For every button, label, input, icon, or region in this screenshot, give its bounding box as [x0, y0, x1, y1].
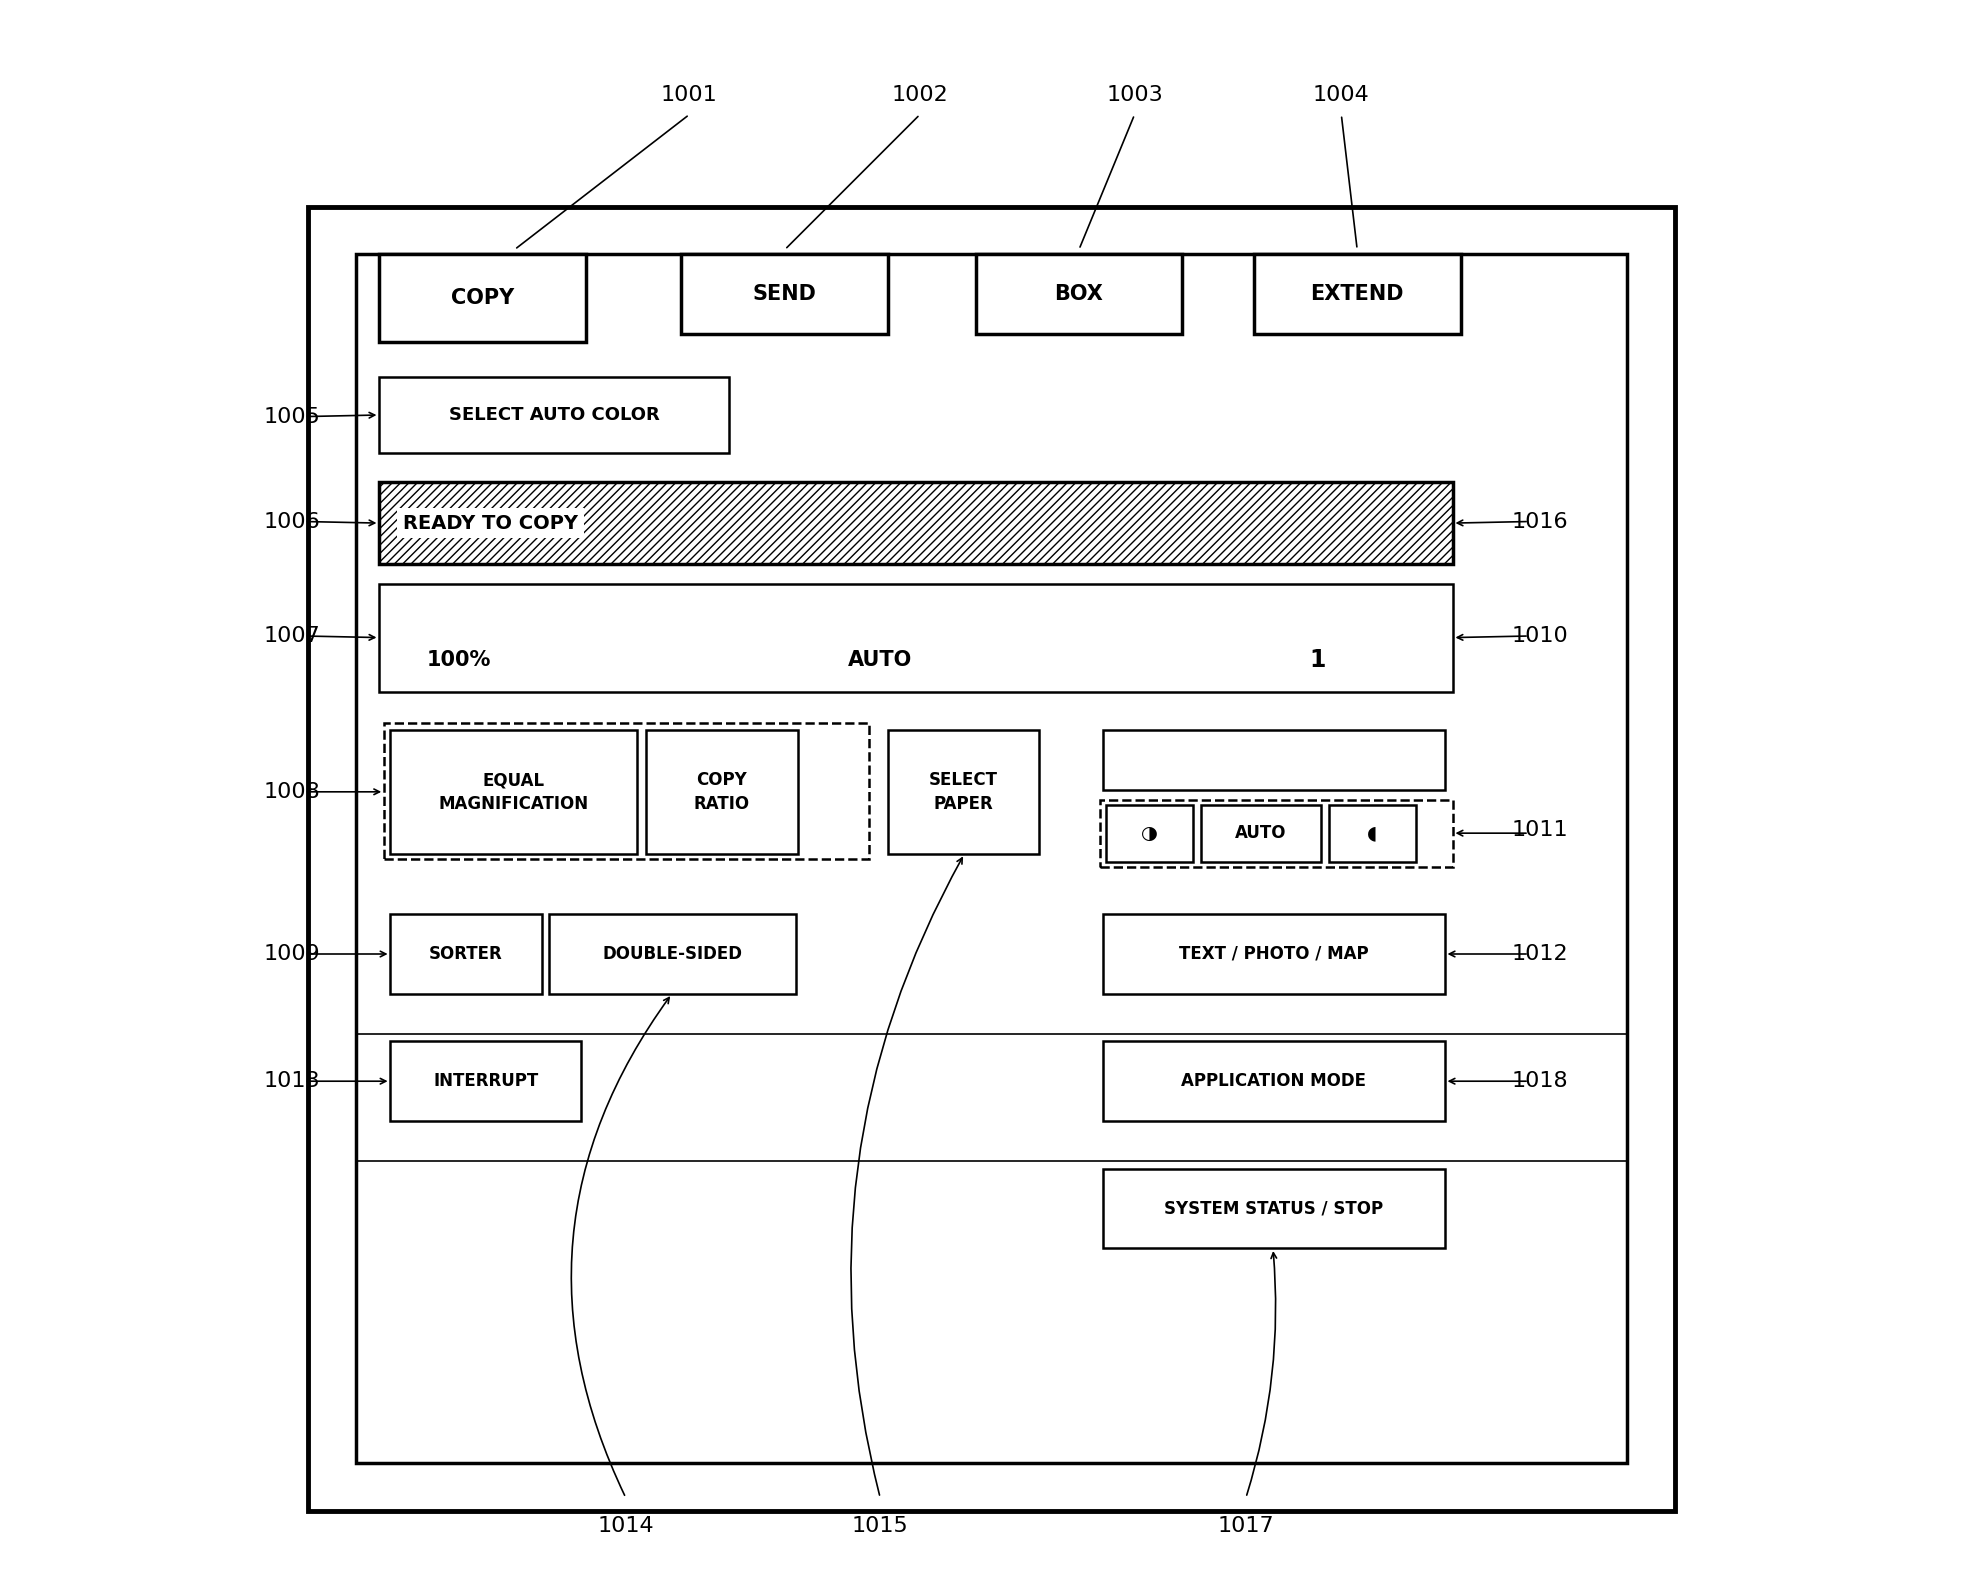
Text: 1003: 1003: [1106, 86, 1161, 105]
Text: 1005: 1005: [264, 407, 321, 426]
Bar: [1102, 914, 1445, 994]
Text: 1016: 1016: [1510, 512, 1568, 531]
Text: 1002: 1002: [892, 86, 947, 105]
Text: 1008: 1008: [264, 782, 321, 801]
Text: 1: 1: [1308, 647, 1324, 673]
Bar: [1253, 254, 1461, 334]
Text: 1011: 1011: [1510, 820, 1568, 840]
Bar: [549, 914, 795, 994]
Text: ◑: ◑: [1140, 824, 1157, 843]
Text: ◖: ◖: [1366, 824, 1377, 843]
Text: DOUBLE-SIDED: DOUBLE-SIDED: [603, 944, 743, 964]
Text: AUTO: AUTO: [848, 650, 912, 669]
Text: INTERRUPT: INTERRUPT: [432, 1072, 539, 1091]
Text: 1004: 1004: [1312, 86, 1370, 105]
Text: AUTO: AUTO: [1235, 824, 1286, 843]
Bar: [307, 207, 1675, 1510]
Bar: [385, 723, 868, 859]
Bar: [1102, 730, 1445, 790]
Text: 1017: 1017: [1217, 1517, 1274, 1536]
Text: COPY
RATIO: COPY RATIO: [694, 771, 749, 812]
Bar: [390, 914, 541, 994]
Bar: [1102, 1041, 1445, 1121]
Bar: [390, 1041, 581, 1121]
Text: BOX: BOX: [1054, 285, 1102, 304]
Text: TEXT / PHOTO / MAP: TEXT / PHOTO / MAP: [1179, 944, 1368, 964]
Text: SYSTEM STATUS / STOP: SYSTEM STATUS / STOP: [1163, 1199, 1383, 1218]
Text: 1009: 1009: [264, 944, 321, 964]
Bar: [682, 254, 888, 334]
Text: 1007: 1007: [264, 626, 321, 646]
Text: 1018: 1018: [1510, 1072, 1568, 1091]
Text: APPLICATION MODE: APPLICATION MODE: [1181, 1072, 1366, 1091]
Bar: [646, 730, 797, 854]
Text: SEND: SEND: [753, 285, 817, 304]
Bar: [1201, 805, 1320, 862]
Text: 1012: 1012: [1510, 944, 1568, 964]
Text: SELECT AUTO COLOR: SELECT AUTO COLOR: [448, 405, 660, 425]
Text: EQUAL
MAGNIFICATION: EQUAL MAGNIFICATION: [438, 771, 589, 812]
Text: 1013: 1013: [264, 1072, 319, 1091]
Bar: [379, 584, 1453, 692]
Text: 1015: 1015: [852, 1517, 908, 1536]
Bar: [975, 254, 1181, 334]
Text: 1001: 1001: [660, 86, 717, 105]
Text: SELECT
PAPER: SELECT PAPER: [930, 771, 997, 812]
Text: READY TO COPY: READY TO COPY: [402, 514, 579, 533]
Text: 1014: 1014: [597, 1517, 654, 1536]
Bar: [888, 730, 1039, 854]
Bar: [1100, 800, 1453, 867]
Bar: [379, 254, 587, 342]
Text: SORTER: SORTER: [428, 944, 503, 964]
Text: 1006: 1006: [264, 512, 321, 531]
Bar: [390, 730, 636, 854]
Bar: [1102, 1169, 1445, 1248]
Text: EXTEND: EXTEND: [1310, 285, 1403, 304]
Text: COPY: COPY: [450, 288, 513, 308]
Bar: [1106, 805, 1193, 862]
Text: 100%: 100%: [426, 650, 492, 669]
Bar: [355, 254, 1627, 1463]
Text: 1010: 1010: [1510, 626, 1568, 646]
Bar: [379, 482, 1453, 564]
Bar: [379, 377, 729, 453]
Bar: [1328, 805, 1415, 862]
